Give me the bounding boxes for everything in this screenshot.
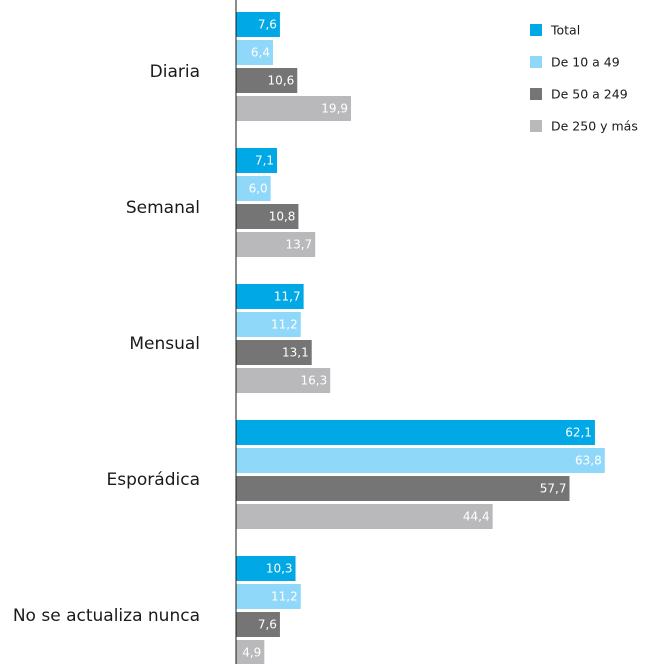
bar	[236, 640, 265, 664]
bar	[236, 68, 298, 93]
data-label: 10,6	[268, 74, 295, 88]
category-label: Semanal	[126, 198, 200, 218]
bar	[236, 504, 493, 529]
data-label: 4,9	[242, 646, 261, 660]
category-label: Mensual	[129, 334, 200, 354]
bar	[236, 612, 280, 637]
bar	[236, 204, 299, 229]
category-label: Esporádica	[107, 470, 200, 490]
category-labels: Diaria Semanal Mensual Esporádica No se actu…	[13, 62, 200, 626]
bar	[236, 340, 312, 365]
data-label: 10,8	[269, 210, 296, 224]
bar	[236, 448, 605, 473]
legend-swatch	[530, 120, 542, 132]
bar	[236, 12, 280, 37]
data-label: 6,0	[249, 182, 268, 196]
bar	[236, 40, 273, 65]
data-label: 11,7	[274, 290, 301, 304]
bar	[236, 148, 278, 173]
legend-label: De 10 a 49	[551, 55, 620, 70]
bar	[236, 284, 304, 309]
bar	[236, 476, 570, 501]
data-label: 7,6	[258, 18, 277, 32]
data-label: 19,9	[321, 102, 348, 116]
data-label: 13,7	[285, 238, 312, 252]
category-label: No se actualiza nunca	[13, 606, 200, 626]
legend-label: De 50 a 249	[551, 87, 628, 102]
legend-swatch	[530, 56, 542, 68]
data-label: 57,7	[540, 482, 567, 496]
data-label: 6,4	[251, 46, 270, 60]
bar	[236, 420, 595, 445]
bar	[236, 176, 271, 201]
data-label: 62,1	[565, 426, 592, 440]
data-label: 63,8	[575, 454, 602, 468]
bar	[236, 312, 301, 337]
category-label: Diaria	[150, 62, 200, 82]
data-label: 11,2	[271, 590, 298, 604]
data-label: 7,1	[255, 154, 274, 168]
bar	[236, 96, 352, 121]
data-label: 7,6	[258, 618, 277, 632]
data-label: 10,3	[266, 562, 293, 576]
data-label: 16,3	[300, 374, 327, 388]
bar	[236, 232, 316, 257]
bar	[236, 556, 296, 581]
legend-swatch	[530, 88, 542, 100]
bar	[236, 368, 331, 393]
legend-label: De 250 y más	[551, 119, 638, 134]
data-label: 44,4	[463, 510, 490, 524]
bar	[236, 584, 301, 609]
data-label: 11,2	[271, 318, 298, 332]
bars-group: 7,6 6,4 10,6 19,9 7,1 6,010,8 13,7 11,7 11,2 13,1…	[236, 12, 605, 664]
legend-label: Total	[550, 23, 580, 38]
legend-swatch	[530, 24, 542, 36]
legend: Total De 10 a 49 De 50 a 249 De 250 y más	[530, 23, 638, 134]
data-label: 13,1	[282, 346, 309, 360]
